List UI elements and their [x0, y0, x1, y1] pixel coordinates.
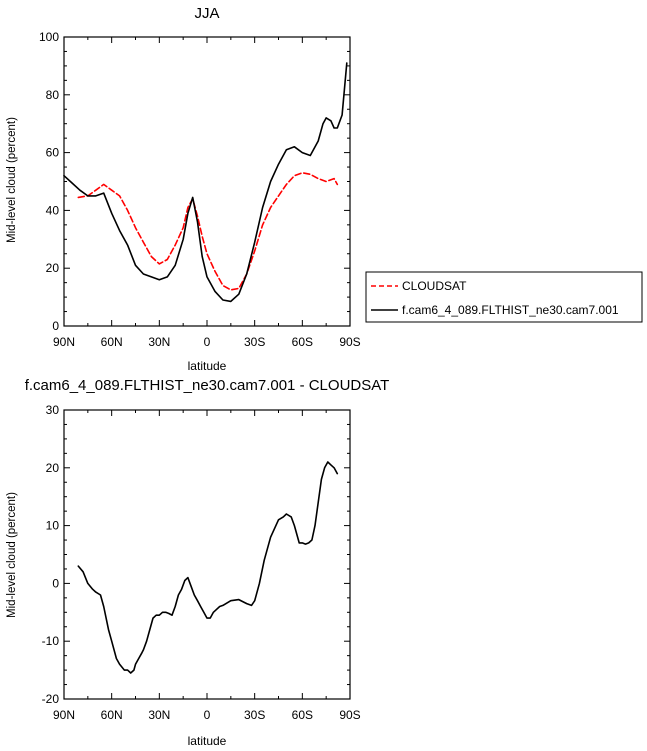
top-x-tick-label: 90N: [53, 335, 75, 349]
top-x-tick-label: 60N: [101, 335, 123, 349]
legend-label-model: f.cam6_4_089.FLTHIST_ne30.cam7.001: [402, 303, 619, 317]
bottom-y-axis-label: Mid-level cloud (percent): [6, 492, 18, 618]
top-y-tick-label: 40: [46, 203, 60, 217]
top-x-tick-label: 0: [204, 335, 211, 349]
bottom-x-tick-label: 60N: [101, 708, 123, 722]
bottom-panel: f.cam6_4_089.FLTHIST_ne30.cam7.001 - CLO…: [6, 377, 389, 748]
top-series-line-0: [78, 173, 337, 290]
legend-label-cloudsat: CLOUDSAT: [402, 279, 467, 293]
top-panel: JJA Mid-level cloud (percent) latitude 9…: [6, 5, 361, 373]
top-x-tick-label: 30N: [148, 335, 170, 349]
top-chart-title: JJA: [194, 5, 219, 22]
top-y-tick-label: 100: [39, 30, 59, 44]
bottom-y-tick-label: 30: [46, 403, 60, 417]
bottom-x-tick-label: 30N: [148, 708, 170, 722]
top-x-axis-label: latitude: [188, 359, 227, 373]
legend: CLOUDSAT f.cam6_4_089.FLTHIST_ne30.cam7.…: [366, 272, 642, 322]
top-y-tick-label: 80: [46, 88, 60, 102]
top-plot-frame: [64, 37, 350, 326]
top-y-axis-label: Mid-level cloud (percent): [6, 117, 18, 243]
top-x-tick-label: 30S: [244, 335, 265, 349]
bottom-x-tick-label: 0: [204, 708, 211, 722]
top-y-tick-label: 20: [46, 261, 60, 275]
bottom-x-tick-label: 90N: [53, 708, 75, 722]
top-x-tick-label: 60S: [292, 335, 313, 349]
top-series-line-1: [64, 63, 347, 301]
top-series-lines: [64, 63, 347, 301]
bottom-y-tick-label: -10: [42, 634, 60, 648]
bottom-axis-ticks: 90N 60N 30N 0 30S 60S 90S -20 -10 0 10 20 30: [42, 403, 361, 722]
bottom-y-tick-label: 20: [46, 461, 60, 475]
top-axis-ticks: 90N 60N 30N 0 30S 60S 90S 0 20 40 60 80 100: [39, 30, 361, 349]
top-y-tick-label: 60: [46, 146, 60, 160]
bottom-y-tick-label: 0: [52, 576, 59, 590]
bottom-series-lines: [78, 462, 337, 673]
bottom-plot-frame: [64, 410, 350, 699]
bottom-y-tick-label: -20: [42, 692, 60, 706]
bottom-chart-title: f.cam6_4_089.FLTHIST_ne30.cam7.001 - CLO…: [25, 377, 390, 394]
bottom-x-axis-label: latitude: [188, 734, 227, 748]
bottom-y-tick-label: 10: [46, 519, 60, 533]
top-y-tick-label: 0: [52, 319, 59, 333]
bottom-x-tick-label: 30S: [244, 708, 265, 722]
bottom-x-tick-label: 60S: [292, 708, 313, 722]
bottom-x-tick-label: 90S: [339, 708, 360, 722]
top-x-tick-label: 90S: [339, 335, 360, 349]
bottom-series-line-0: [78, 462, 337, 673]
